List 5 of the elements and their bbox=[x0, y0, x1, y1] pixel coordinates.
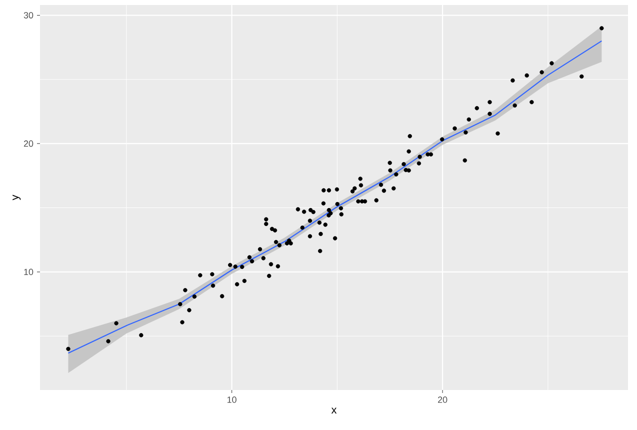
y-tick-label: 30 bbox=[24, 12, 34, 18]
x-axis-title: x bbox=[331, 408, 337, 414]
y-tick-label: 10 bbox=[24, 268, 34, 276]
y-axis-title: y bbox=[12, 194, 21, 200]
y-tick-label: 20 bbox=[24, 140, 34, 147]
